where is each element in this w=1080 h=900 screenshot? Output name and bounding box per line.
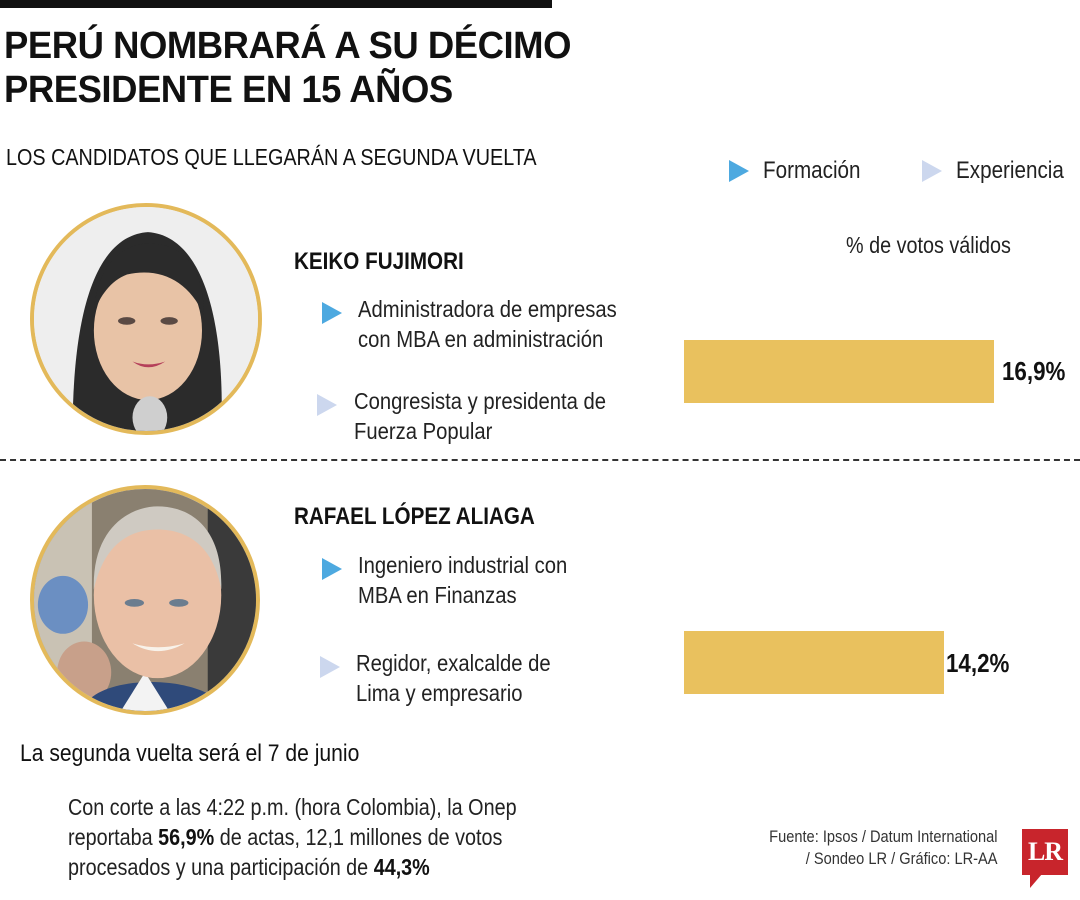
vote-value: 14,2%: [946, 648, 1010, 678]
page-title: PERÚ NOMBRARÁ A SU DÉCIMO PRESIDENTE EN …: [4, 24, 571, 112]
candidate-photo-rafael-lopez-aliaga: [30, 485, 260, 715]
footnote-line: Con corte a las 4:22 p.m. (hora Colombia…: [68, 794, 517, 820]
formacion-line: MBA en Finanzas: [358, 582, 517, 608]
formacion-line: con MBA en administración: [358, 326, 604, 352]
triangle-right-icon: [322, 302, 342, 324]
candidate-formacion: Ingeniero industrial con MBA en Finanzas: [322, 550, 596, 610]
source-line: / Sondeo LR / Gráfico: LR-AA: [806, 849, 998, 868]
vote-value: 16,9%: [1002, 356, 1066, 386]
legend-label: Experiencia: [956, 157, 1064, 184]
formacion-line: Administradora de empresas: [358, 296, 617, 322]
title-line-1: PERÚ NOMBRARÁ A SU DÉCIMO: [4, 25, 571, 67]
lr-logo: LR: [1022, 829, 1068, 875]
footnote-text: de actas, 12,1 millones de votos: [214, 824, 503, 850]
candidate-formacion: Administradora de empresas con MBA en ad…: [322, 294, 652, 354]
footnote-line: reportaba 56,9% de actas, 12,1 millones …: [68, 822, 517, 852]
triangle-right-icon: [729, 160, 749, 182]
actas-percent: 56,9%: [158, 824, 215, 850]
footnote-line: procesados y una participación de 44,3%: [68, 852, 517, 882]
top-rule: [0, 0, 552, 8]
count-status-text: Con corte a las 4:22 p.m. (hora Colombia…: [68, 792, 517, 882]
vote-bar: [684, 631, 944, 694]
source-line: Fuente: Ipsos / Datum International: [769, 827, 998, 846]
candidate-photo-keiko-fujimori: [30, 203, 262, 435]
vote-bar: [684, 340, 994, 403]
footnote-text: procesados y una participación de: [68, 854, 374, 880]
experiencia-line: Lima y empresario: [356, 680, 523, 706]
dashed-divider: [0, 459, 1080, 461]
candidate-name: RAFAEL LÓPEZ ALIAGA: [294, 503, 535, 530]
lr-logo-tail: [1030, 874, 1042, 888]
candidate-experiencia: Regidor, exalcalde de Lima y empresario: [320, 648, 577, 708]
candidate-experiencia: Congresista y presidenta de Fuerza Popul…: [317, 386, 640, 446]
title-line-2: PRESIDENTE EN 15 AÑOS: [4, 69, 453, 111]
subtitle: LOS CANDIDATOS QUE LLEGARÁN A SEGUNDA VU…: [6, 144, 537, 170]
legend-label: Formación: [763, 157, 861, 184]
axis-label: % de votos válidos: [846, 232, 1011, 258]
triangle-right-icon: [922, 160, 942, 182]
source-credit: Fuente: Ipsos / Datum International / So…: [770, 826, 998, 870]
candidate-name: KEIKO FUJIMORI: [294, 248, 464, 275]
legend-item-experiencia: Experiencia: [922, 154, 1080, 188]
legend-item-formacion: Formación: [729, 154, 876, 188]
footnote-text: reportaba: [68, 824, 159, 850]
participation-percent: 44,3%: [373, 854, 430, 880]
triangle-right-icon: [317, 394, 337, 416]
experiencia-line: Congresista y presidenta de: [354, 388, 607, 414]
triangle-right-icon: [322, 558, 342, 580]
runoff-date-heading: La segunda vuelta será el 7 de junio: [20, 740, 360, 767]
experiencia-line: Regidor, exalcalde de: [356, 650, 551, 676]
formacion-line: Ingeniero industrial con: [358, 552, 568, 578]
portrait-icon: [34, 207, 258, 431]
experiencia-line: Fuerza Popular: [354, 418, 493, 444]
triangle-right-icon: [320, 656, 340, 678]
portrait-icon: [34, 489, 256, 711]
